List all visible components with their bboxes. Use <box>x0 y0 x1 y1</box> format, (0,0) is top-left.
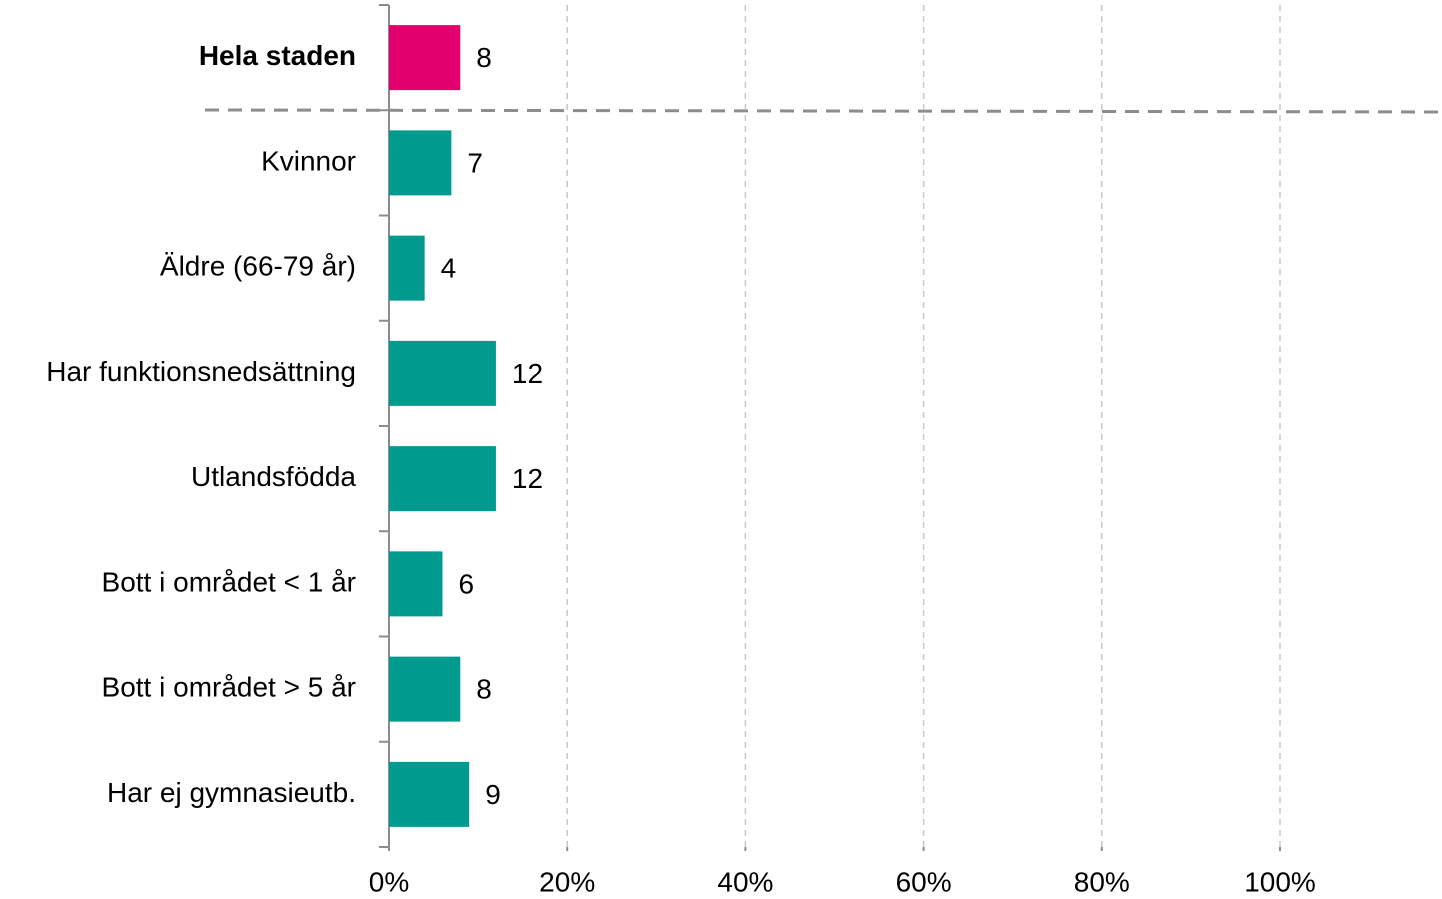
x-tick-label: 60% <box>896 866 952 897</box>
x-tick-label: 0% <box>369 866 409 897</box>
bar <box>389 235 425 301</box>
data-label: 12 <box>512 358 543 389</box>
separator <box>204 108 1442 114</box>
data-label: 8 <box>476 674 492 705</box>
data-label: 7 <box>467 147 483 178</box>
bar <box>389 446 496 512</box>
bar <box>389 656 461 722</box>
y-tick-label: Har funktionsnedsättning <box>46 356 356 387</box>
data-label: 6 <box>458 568 474 599</box>
y-tick-label: Hela staden <box>199 40 356 71</box>
bar <box>389 340 496 406</box>
bar <box>389 25 461 91</box>
y-tick-label: Äldre (66-79 år) <box>160 251 356 282</box>
x-tick-label: 100% <box>1244 866 1316 897</box>
x-tick-label: 80% <box>1074 866 1130 897</box>
data-label: 9 <box>485 779 501 810</box>
data-label: 12 <box>512 463 543 494</box>
x-tick-label: 20% <box>539 866 595 897</box>
y-tick-label: Kvinnor <box>261 145 356 176</box>
y-tick-label: Bott i området < 1 år <box>102 566 356 597</box>
bar <box>389 551 443 617</box>
y-tick-label: Har ej gymnasieutb. <box>107 777 356 808</box>
y-tick-label: Bott i området > 5 år <box>102 672 356 703</box>
y-tick-label: Utlandsfödda <box>191 461 356 492</box>
bar <box>389 761 470 827</box>
data-label: 4 <box>441 253 457 284</box>
x-tick-label: 40% <box>717 866 773 897</box>
bar <box>389 130 452 196</box>
data-label: 8 <box>476 42 492 73</box>
